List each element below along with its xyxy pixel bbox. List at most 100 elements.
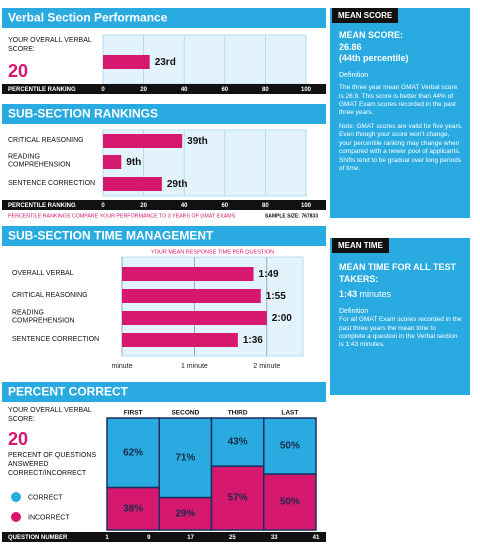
section-title: PERCENT CORRECT	[8, 385, 129, 399]
category-label: READING COMPREHENSION	[12, 309, 75, 325]
category-label: CRITICAL REASONING	[8, 136, 84, 144]
x-axis-label: PERCENTILE RANKING	[8, 203, 76, 209]
panel-background	[330, 238, 470, 395]
bar	[103, 55, 150, 69]
panel-heading: MEAN SCORE:	[339, 30, 404, 40]
value-label: 1:36	[243, 335, 263, 346]
panel-background	[330, 8, 470, 218]
x-tick-label: 0	[101, 87, 105, 93]
description: PERCENT OF QUESTIONS ANSWERED CORRECT/IN…	[8, 452, 97, 477]
value-label: 29th	[167, 179, 188, 190]
score-label: YOUR OVERALL VERBAL SCORE:	[8, 407, 92, 423]
bar	[103, 177, 162, 191]
x-tick-label: 80	[262, 87, 269, 93]
x-tick-label: 100	[301, 87, 312, 93]
panel-text: MEAN TIME FOR ALL TEST TAKERS: 1:43 minu…	[339, 262, 463, 350]
x-tick-label: 40	[181, 203, 188, 209]
section-header	[2, 104, 326, 124]
x-axis-label: PERCENTILE RANKING	[8, 87, 76, 93]
x-tick-label: 20	[140, 87, 147, 93]
x-tick-label: 100	[301, 203, 312, 209]
x-tick-label: 41	[313, 535, 320, 541]
category-label: OVERALL VERBAL	[12, 269, 74, 277]
category-label: CRITICAL REASONING	[12, 291, 88, 299]
axis-strip	[2, 532, 326, 542]
category-label: LAST	[281, 410, 298, 417]
value-label: 9th	[126, 157, 141, 168]
value-label: 2:00	[272, 313, 292, 324]
subtitle: YOUR MEAN RESPONSE TIME PER QUESTION	[151, 249, 274, 255]
legend-label: CORRECT	[28, 494, 63, 501]
panel-heading: MEAN TIME FOR ALL TEST TAKERS:	[339, 262, 456, 284]
legend-marker	[11, 492, 21, 502]
section-title: SUB-SECTION RANKINGS	[8, 107, 158, 121]
segment	[210, 465, 265, 531]
x-tick-label: 60	[221, 87, 228, 93]
value-label: 23rd	[155, 57, 176, 68]
panel-paragraph: For all GMAT Exam scores recorded in the…	[339, 316, 462, 349]
section-title: Verbal Section Performance	[8, 11, 168, 25]
panel-value: 1:43	[339, 289, 358, 300]
value-label: 50%	[280, 441, 300, 452]
bar	[103, 134, 183, 148]
bar	[122, 267, 254, 281]
value-label: 1:55	[266, 291, 286, 302]
segment	[210, 417, 265, 467]
legend-label: INCORRECT	[28, 514, 70, 521]
section-title: SUB-SECTION TIME MANAGEMENT	[8, 229, 214, 243]
panel-definition-title: Definition	[339, 72, 369, 80]
value-label: 57%	[228, 493, 248, 504]
category-label: FIRST	[124, 410, 143, 417]
category-label: SECOND	[171, 410, 199, 417]
x-tick-label: 9	[147, 535, 151, 541]
footnote: PERCENTILE RANKINGS COMPARE YOUR PERFORM…	[8, 213, 236, 219]
value-label: 38%	[123, 503, 143, 514]
section-header	[2, 8, 326, 28]
panel-tag: MEAN TIME	[332, 238, 389, 253]
category-label: SENTENCE CORRECTION	[12, 335, 100, 343]
value-label: 50%	[280, 497, 300, 508]
x-tick-label: 1 minute	[181, 363, 208, 370]
axis-strip	[2, 84, 326, 94]
score: 20	[8, 61, 28, 81]
bar	[122, 289, 261, 303]
segment	[263, 473, 317, 531]
bar	[122, 333, 238, 347]
x-tick-label: 20	[140, 203, 147, 209]
value-label: 39th	[187, 136, 208, 147]
bar	[122, 311, 267, 325]
x-tick-label: 17	[187, 535, 194, 541]
score-label: YOUR OVERALL VERBAL SCORE:	[8, 37, 92, 53]
panel-paragraph: Note: GMAT scores are valid for five yea…	[339, 122, 463, 172]
x-tick-label: 80	[262, 203, 269, 209]
score: 20	[8, 429, 28, 449]
category-label: SENTENCE CORRECTION	[8, 179, 96, 187]
section-header	[2, 226, 326, 246]
panel-tag: MEAN SCORE	[332, 8, 399, 23]
panel-paragraph: The three year mean GMAT Verbal score is…	[339, 84, 458, 117]
x-axis-label: QUESTION NUMBER	[8, 535, 68, 541]
value-label: 71%	[175, 452, 195, 463]
panel-unit: minutes	[359, 289, 392, 300]
x-tick-label: 0	[101, 203, 105, 209]
panel-text: MEAN SCORE: 26.86 (44th percentile) Defi…	[339, 30, 463, 173]
x-tick-label: 33	[271, 535, 278, 541]
panel-sub: (44th percentile)	[339, 53, 409, 64]
value-label: 29%	[175, 508, 195, 519]
value-label: 62%	[123, 447, 143, 458]
sample-size: SAMPLE SIZE: 767833	[265, 213, 318, 219]
x-tick-label: 60	[221, 203, 228, 209]
x-tick-label: 1	[105, 535, 109, 541]
x-tick-label: 2 minute	[253, 363, 280, 370]
x-tick-label: minute	[111, 363, 132, 370]
category-label: READING COMPREHENSION	[8, 153, 71, 169]
legend-marker	[11, 512, 21, 522]
panel-value-line: 1:43 minutes	[339, 289, 463, 301]
x-tick-label: 40	[181, 87, 188, 93]
axis-strip	[2, 200, 326, 210]
category-label: THIRD	[228, 410, 248, 417]
section-header	[2, 382, 326, 402]
panel-value: 26.86	[339, 41, 362, 52]
